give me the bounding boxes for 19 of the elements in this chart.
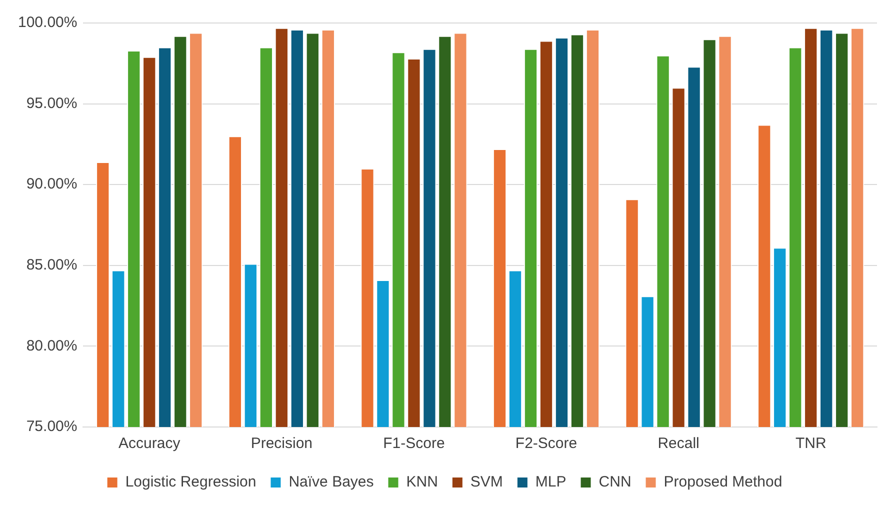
y-tick-label: 85.00%: [26, 256, 78, 274]
legend-label: Logistic Regression: [125, 474, 256, 491]
y-tick-label: 100.00%: [18, 14, 78, 32]
legend-label: KNN: [406, 474, 438, 491]
x-tick-label: TNR: [795, 435, 826, 452]
x-tick-label: Accuracy: [118, 435, 181, 452]
y-tick-label: 75.00%: [26, 418, 78, 436]
legend-label: Naïve Bayes: [288, 474, 374, 491]
legend-label: MLP: [535, 474, 566, 491]
x-tick-label: Precision: [250, 435, 313, 452]
y-tick-label: 95.00%: [26, 94, 78, 112]
x-tick-label: F1-Score: [383, 435, 445, 452]
y-tick-label: 80.00%: [26, 337, 78, 354]
x-tick-label: F2-Score: [515, 435, 578, 452]
legend-label: CNN: [598, 474, 632, 491]
x-tick-label: Recall: [658, 435, 700, 452]
legend-label: SVM: [470, 474, 503, 491]
y-tick-label: 90.00%: [26, 176, 78, 193]
legend-label: Proposed Method: [664, 474, 782, 491]
